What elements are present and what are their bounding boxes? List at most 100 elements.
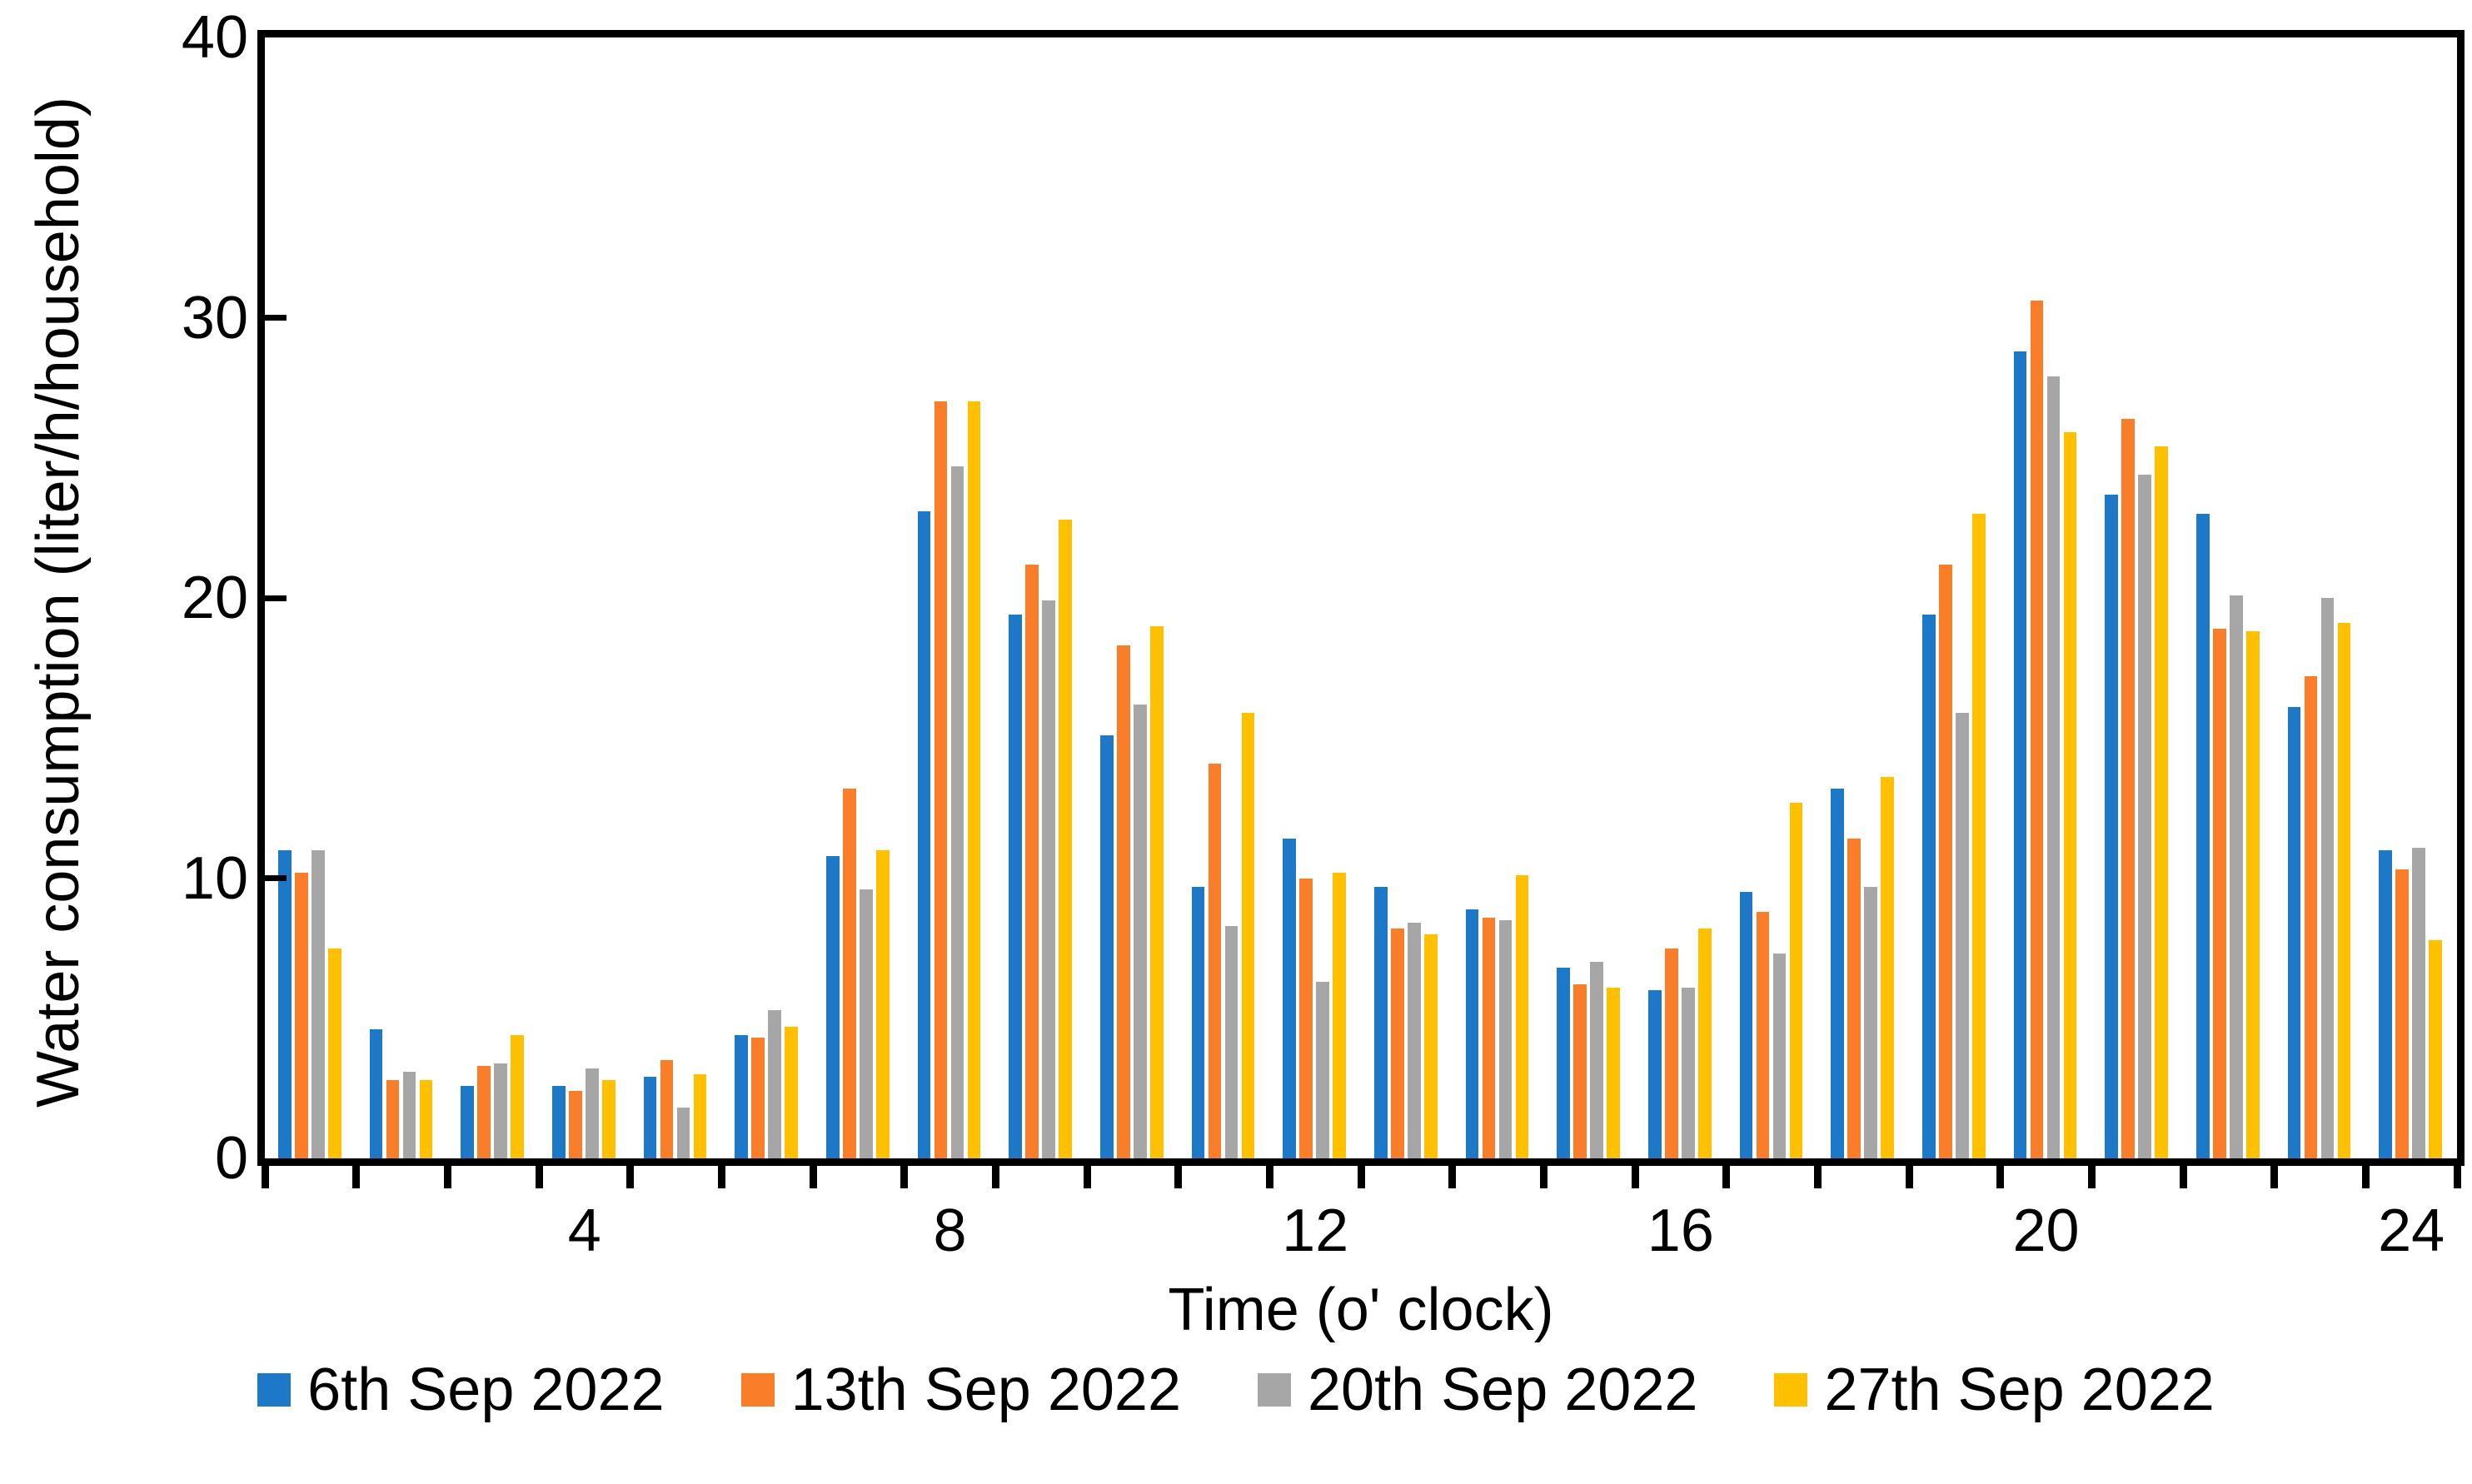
- bar-6h-series-2: [751, 1038, 765, 1158]
- bar-9h-series-3: [1042, 600, 1055, 1158]
- x-tick-5: [717, 1166, 725, 1188]
- bar-13h-series-4: [1424, 934, 1438, 1158]
- bar-21h-series-2: [2121, 418, 2135, 1158]
- bar-23h-series-2: [2304, 676, 2318, 1158]
- bar-8h-series-4: [967, 401, 981, 1158]
- x-tick-label-20: 20: [2012, 1198, 2080, 1264]
- x-tick-13: [1448, 1166, 1457, 1188]
- bar-10h-series-2: [1117, 645, 1130, 1158]
- bar-11h-series-4: [1241, 712, 1255, 1158]
- bar-2h-series-3: [402, 1071, 416, 1158]
- bar-21h-series-1: [2105, 494, 2118, 1158]
- x-tick-10: [1174, 1166, 1183, 1188]
- bar-9h-series-2: [1025, 564, 1039, 1158]
- bar-11h-series-1: [1191, 886, 1205, 1158]
- bar-11h-series-3: [1224, 925, 1238, 1158]
- bar-7h-series-2: [843, 788, 856, 1158]
- x-tick-18: [1905, 1166, 1913, 1188]
- x-tick-14: [1539, 1166, 1547, 1188]
- bar-17h-series-1: [1739, 892, 1753, 1158]
- x-tick-2: [443, 1166, 451, 1188]
- bar-15h-series-1: [1557, 968, 1570, 1158]
- y-tick-label-0: 0: [214, 1125, 248, 1192]
- x-tick-label-4: 4: [567, 1198, 601, 1264]
- bar-13h-series-1: [1374, 886, 1388, 1158]
- x-tick-3: [535, 1166, 543, 1188]
- bar-15h-series-2: [1573, 984, 1587, 1158]
- bar-20h-series-1: [2013, 351, 2027, 1158]
- bar-24h-series-3: [2412, 847, 2425, 1158]
- x-tick-label-24: 24: [2378, 1198, 2445, 1264]
- bar-1h-series-2: [295, 872, 308, 1158]
- x-tick-12: [1357, 1166, 1365, 1188]
- bar-24h-series-1: [2379, 849, 2392, 1158]
- legend-label: 13th Sep 2022: [790, 1357, 1181, 1423]
- bar-24h-series-2: [2395, 869, 2409, 1158]
- bar-15h-series-4: [1607, 987, 1620, 1158]
- bar-19h-series-4: [1972, 514, 1986, 1158]
- bar-13h-series-2: [1391, 929, 1404, 1158]
- bar-21h-series-3: [2138, 474, 2151, 1158]
- y-tick-label-40: 40: [181, 4, 248, 71]
- y-tick-label-10: 10: [181, 844, 248, 912]
- bar-18h-series-2: [1847, 839, 1861, 1158]
- bar-7h-series-1: [826, 855, 840, 1158]
- legend-label: 27th Sep 2022: [1824, 1357, 2215, 1423]
- legend-entry-3: 20th Sep 2022: [1257, 1356, 1698, 1424]
- bar-2h-series-2: [386, 1079, 400, 1158]
- bar-22h-series-4: [2246, 631, 2260, 1158]
- bar-22h-series-1: [2196, 514, 2210, 1158]
- bar-6h-series-4: [785, 1026, 798, 1158]
- bar-7h-series-4: [876, 849, 890, 1158]
- bar-2h-series-4: [419, 1079, 433, 1158]
- legend: 6th Sep 2022 13th Sep 2022 20th Sep 2022 27…: [0, 1356, 2472, 1424]
- legend-marker-icon: [1257, 1373, 1291, 1407]
- bar-23h-series-4: [2337, 623, 2351, 1158]
- x-tick-label-8: 8: [933, 1198, 967, 1264]
- bar-1h-series-3: [311, 849, 325, 1158]
- bar-14h-series-4: [1515, 875, 1529, 1158]
- bar-1h-series-4: [328, 948, 341, 1158]
- bar-17h-series-4: [1789, 802, 1803, 1158]
- bar-14h-series-3: [1498, 919, 1513, 1158]
- x-tick-11: [1265, 1166, 1273, 1188]
- bar-13h-series-3: [1408, 923, 1421, 1158]
- bar-15h-series-3: [1590, 962, 1603, 1158]
- bar-10h-series-1: [1100, 735, 1114, 1158]
- bar-4h-series-4: [602, 1079, 616, 1158]
- bar-16h-series-1: [1648, 990, 1662, 1158]
- bar-10h-series-4: [1150, 625, 1164, 1158]
- bar-18h-series-3: [1864, 886, 1877, 1158]
- bar-22h-series-2: [2213, 629, 2226, 1158]
- bar-7h-series-3: [860, 889, 873, 1158]
- bar-9h-series-4: [1059, 519, 1072, 1158]
- bar-16h-series-2: [1665, 948, 1678, 1158]
- legend-marker-icon: [1774, 1373, 1808, 1407]
- legend-entry-1: 6th Sep 2022: [257, 1356, 665, 1424]
- legend-label: 20th Sep 2022: [1307, 1357, 1698, 1423]
- y-tick-10: [265, 875, 287, 881]
- bar-14h-series-1: [1465, 909, 1479, 1158]
- bar-23h-series-1: [2287, 707, 2301, 1158]
- bar-18h-series-1: [1831, 788, 1844, 1158]
- x-tick-8: [991, 1166, 999, 1188]
- bar-3h-series-2: [477, 1065, 491, 1158]
- y-tick-label-20: 20: [181, 565, 248, 631]
- bar-17h-series-2: [1756, 911, 1770, 1158]
- x-tick-4: [626, 1166, 635, 1188]
- legend-entry-2: 13th Sep 2022: [740, 1356, 1181, 1424]
- bar-22h-series-3: [2230, 595, 2243, 1158]
- x-tick-16: [1722, 1166, 1731, 1188]
- y-tick-label-30: 30: [181, 284, 248, 351]
- y-axis-title: Water consumption (liter/h/household): [25, 97, 92, 1108]
- bar-5h-series-1: [643, 1077, 657, 1158]
- bar-19h-series-2: [1939, 564, 1952, 1158]
- bar-17h-series-3: [1772, 954, 1787, 1158]
- x-tick-19: [1996, 1166, 2005, 1188]
- legend-label: 6th Sep 2022: [307, 1357, 665, 1423]
- y-tick-30: [265, 315, 287, 321]
- bar-16h-series-4: [1698, 929, 1712, 1158]
- x-tick-24: [2453, 1166, 2461, 1188]
- x-tick-0: [261, 1166, 269, 1188]
